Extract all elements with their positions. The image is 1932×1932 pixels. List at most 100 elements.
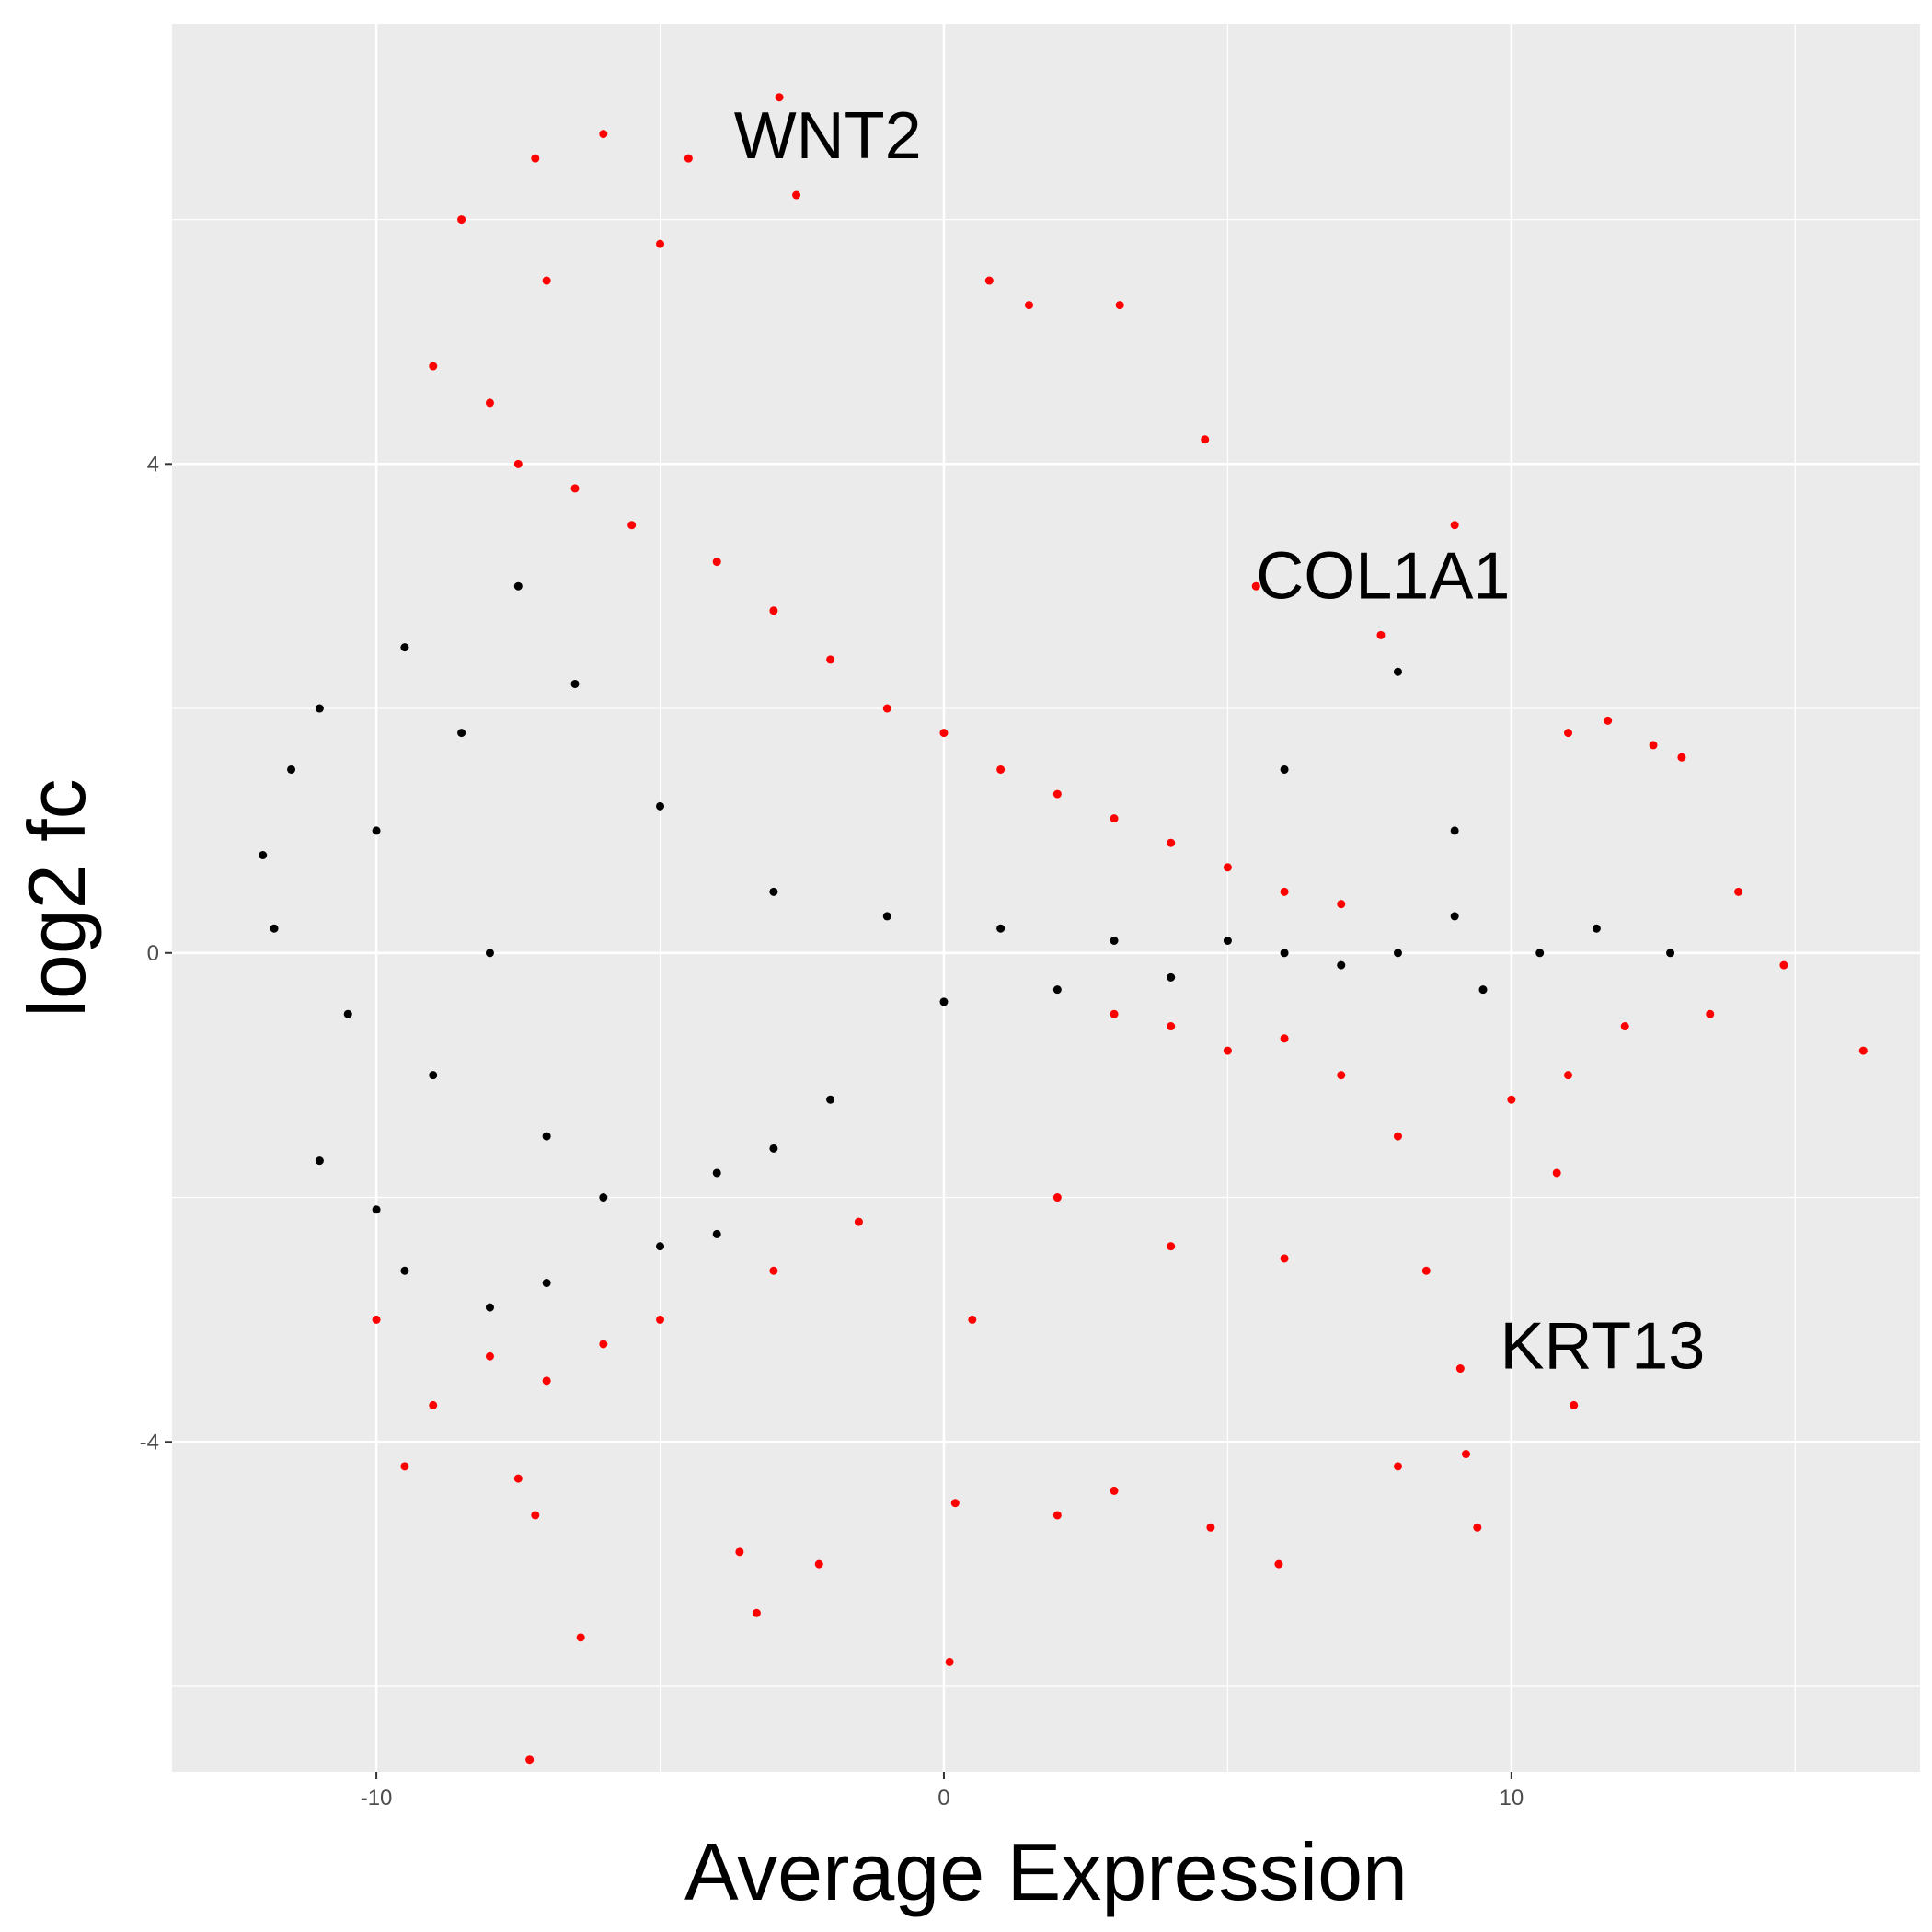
significant-point [1110, 1009, 1119, 1018]
significant-point [1706, 1009, 1715, 1018]
significant-point [599, 1340, 608, 1349]
significant-point [485, 398, 494, 408]
significant-point [1779, 960, 1788, 970]
significant-point [457, 215, 466, 224]
gene-annotations: WNT2 COL1A1 KRT13 [734, 99, 1706, 1383]
nonsignificant-point [485, 1303, 494, 1312]
nonsignificant-point [570, 679, 580, 688]
significant-point [1421, 1266, 1431, 1275]
nonsignificant-point [1393, 667, 1402, 676]
x-axis: -10 0 10 [361, 1772, 1524, 1811]
significant-point [1564, 1071, 1573, 1080]
significant-point [1206, 1523, 1215, 1532]
significant-point [1280, 887, 1289, 896]
significant-point [1734, 887, 1743, 896]
significant-point [1251, 581, 1260, 591]
nonsignificant-point [400, 1266, 409, 1275]
significant-point [1570, 1400, 1579, 1409]
significant-point [656, 1315, 665, 1324]
nonsignificant-point [1280, 949, 1289, 958]
y-tick-label: -4 [140, 1430, 159, 1455]
significant-point [1564, 729, 1573, 738]
significant-point [1393, 1462, 1402, 1471]
gene-label-wnt2: WNT2 [734, 99, 922, 173]
significant-point [1677, 753, 1686, 762]
nonsignificant-point [259, 850, 268, 859]
nonsignificant-point [1223, 937, 1232, 946]
nonsignificant-point [1337, 960, 1346, 970]
nonsignificant-point [712, 1229, 721, 1238]
y-axis-title: log2 fc [11, 778, 102, 1017]
nonsignificant-point [882, 912, 891, 921]
significant-point [531, 1511, 540, 1520]
significant-point [1167, 838, 1176, 847]
significant-point [814, 1559, 823, 1569]
nonsignificant-point [1535, 949, 1545, 958]
significant-point [1450, 521, 1459, 530]
significant-point [599, 130, 608, 139]
significant-point [1620, 1022, 1629, 1031]
significant-point [1052, 1193, 1062, 1202]
nonsignificant-point [1393, 949, 1402, 958]
gene-label-krt13: KRT13 [1501, 1310, 1706, 1384]
significant-point [400, 1462, 409, 1471]
nonsignificant-point [513, 581, 523, 591]
x-tick-label: 10 [1499, 1786, 1524, 1811]
nonsignificant-point [542, 1132, 551, 1141]
significant-point [1167, 1242, 1176, 1251]
nonsignificant-point [315, 704, 324, 713]
significant-point [513, 1474, 523, 1483]
nonsignificant-point [656, 801, 665, 811]
significant-point [769, 606, 778, 615]
nonsignificant-point [270, 924, 279, 933]
significant-point [712, 558, 721, 567]
nonsignificant-point [372, 826, 381, 835]
significant-point [1201, 435, 1210, 444]
data-points [259, 93, 1868, 1765]
significant-point [1167, 1022, 1176, 1031]
nonsignificant-point [1280, 765, 1289, 774]
nonsignificant-point [1592, 924, 1601, 933]
significant-point [968, 1315, 977, 1324]
nonsignificant-point [1052, 985, 1062, 995]
significant-point [1337, 900, 1346, 909]
nonsignificant-point [1110, 937, 1119, 946]
significant-point [826, 655, 835, 664]
gene-label-col1a1: COL1A1 [1256, 539, 1510, 613]
significant-point [1337, 1071, 1346, 1080]
significant-point [1461, 1450, 1470, 1459]
nonsignificant-point [485, 949, 494, 958]
significant-point [1858, 1046, 1868, 1055]
significant-point [1604, 716, 1613, 725]
significant-point [775, 93, 784, 102]
x-tick-label: 0 [937, 1786, 949, 1811]
significant-point [1507, 1095, 1516, 1104]
significant-point [542, 276, 551, 285]
nonsignificant-point [826, 1095, 835, 1104]
significant-point [513, 459, 523, 468]
nonsignificant-point [343, 1009, 352, 1018]
significant-point [792, 190, 801, 200]
significant-point [372, 1315, 381, 1324]
significant-point [1052, 1511, 1062, 1520]
significant-point [1223, 1046, 1232, 1055]
significant-point [1649, 741, 1658, 750]
major-gridlines [172, 24, 1920, 1772]
significant-point [656, 239, 665, 248]
significant-point [627, 521, 637, 530]
nonsignificant-point [287, 765, 296, 774]
significant-point [735, 1547, 744, 1557]
nonsignificant-point [769, 887, 778, 896]
significant-point [1455, 1364, 1465, 1374]
significant-point [769, 1266, 778, 1275]
nonsignificant-point [712, 1168, 721, 1178]
significant-point [1552, 1168, 1561, 1178]
significant-point [576, 1633, 585, 1642]
significant-point [1393, 1132, 1402, 1141]
y-tick-label: 4 [147, 452, 159, 477]
nonsignificant-point [542, 1279, 551, 1288]
significant-point [429, 362, 438, 371]
nonsignificant-point [939, 997, 949, 1006]
significant-point [854, 1217, 863, 1226]
